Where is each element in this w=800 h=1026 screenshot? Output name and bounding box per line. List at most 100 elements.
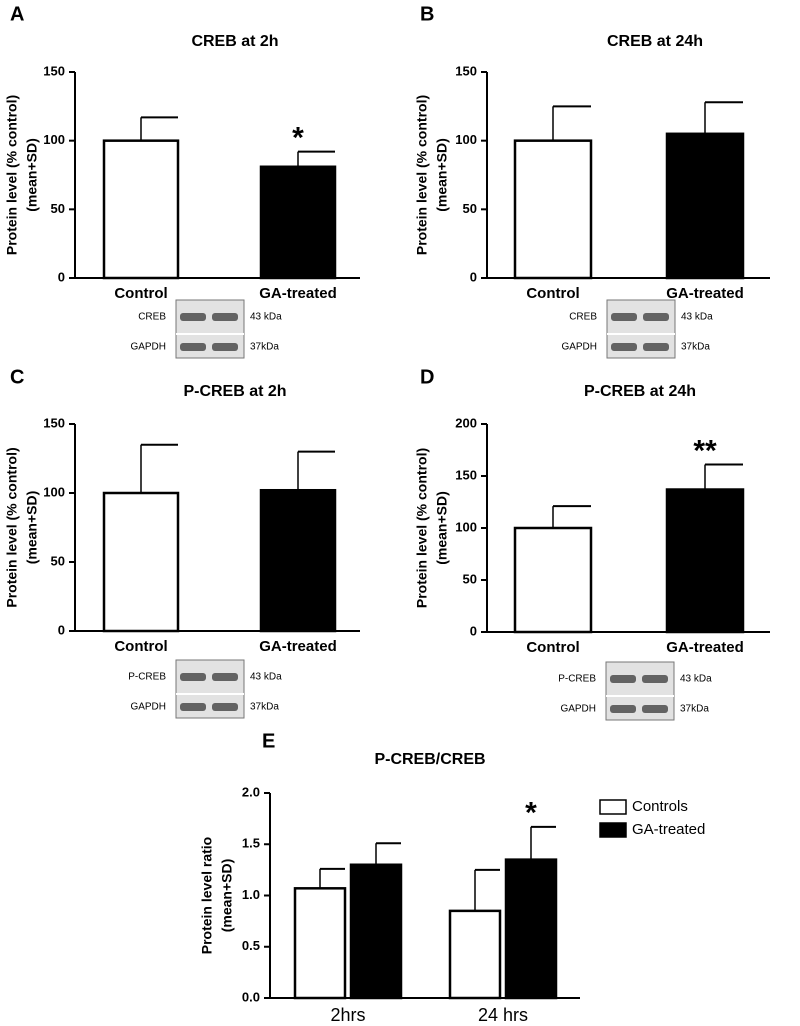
blot-band (611, 343, 637, 351)
legend-swatch (599, 799, 627, 815)
blot-band (180, 313, 206, 321)
blot-band (180, 673, 206, 681)
y-tick-label: 1.5 (242, 836, 260, 851)
y-tick-label: 200 (455, 415, 477, 430)
bar (513, 139, 593, 280)
blot-size: 37kDa (681, 342, 710, 353)
y-tick-label: 50 (51, 553, 65, 568)
blot-protein: GAPDH (130, 342, 166, 353)
blot-band (610, 675, 636, 683)
x-tick-label: 24 hrs (478, 1005, 528, 1025)
significance: * (525, 797, 537, 830)
bar (102, 491, 180, 633)
legend-label: Controls (632, 798, 688, 815)
x-tick-label: Control (526, 285, 579, 302)
blot-size: 37kDa (250, 342, 279, 353)
blot-size: 43 kDa (250, 672, 282, 683)
y-axis-label: (mean+SD) (24, 491, 40, 565)
blot-band (212, 673, 238, 681)
chart-title: CREB at 2h (191, 33, 278, 50)
y-tick-label: 50 (51, 201, 65, 216)
blot-size: 37kDa (250, 702, 279, 713)
blot-size: 37kDa (680, 704, 709, 715)
bar (513, 526, 593, 634)
blot-band (643, 343, 669, 351)
y-tick-label: 50 (463, 201, 477, 216)
y-tick-label: 150 (455, 63, 477, 78)
western-blot (175, 659, 245, 719)
panel-letter: D (420, 366, 434, 388)
blot-protein: GAPDH (560, 704, 596, 715)
bar (665, 132, 745, 280)
significance: ** (693, 434, 717, 467)
blot-size: 43 kDa (680, 674, 712, 685)
y-axis-label: Protein level (% control) (414, 448, 430, 608)
x-tick-label: Control (114, 285, 167, 302)
chart-title: P-CREB at 2h (183, 383, 286, 400)
x-tick-label: GA-treated (259, 285, 337, 302)
y-tick-label: 100 (455, 132, 477, 147)
bar (259, 165, 337, 280)
bar (448, 909, 502, 1000)
y-tick-label: 1.0 (242, 887, 260, 902)
y-tick-label: 50 (463, 571, 477, 586)
y-tick-label: 100 (455, 519, 477, 534)
y-tick-label: 0.0 (242, 989, 260, 1004)
western-blot (605, 661, 675, 721)
y-tick-label: 100 (43, 484, 65, 499)
y-tick-label: 150 (43, 63, 65, 78)
y-axis-label: (mean+SD) (434, 491, 450, 565)
blot-size: 43 kDa (250, 312, 282, 323)
chart-title: CREB at 24h (607, 33, 703, 50)
blot-protein: P-CREB (558, 674, 596, 685)
y-tick-label: 0.5 (242, 938, 260, 953)
bar (102, 139, 180, 280)
y-axis-label: (mean+SD) (219, 859, 235, 933)
y-tick-label: 150 (43, 415, 65, 430)
y-tick-label: 0 (58, 269, 65, 284)
significance: * (292, 122, 304, 155)
chart-title: P-CREB/CREB (374, 751, 485, 768)
y-tick-label: 2.0 (242, 784, 260, 799)
blot-protein: P-CREB (128, 672, 166, 683)
blot-protein: CREB (138, 312, 166, 323)
x-tick-label: GA-treated (259, 638, 337, 655)
blot-band (212, 343, 238, 351)
blot-size: 43 kDa (681, 312, 713, 323)
x-tick-label: Control (526, 639, 579, 656)
bar (259, 488, 337, 633)
legend-swatch (599, 822, 627, 838)
legend-label: GA-treated (632, 821, 705, 838)
western-blot (175, 299, 245, 359)
y-tick-label: 100 (43, 132, 65, 147)
x-tick-label: GA-treated (666, 285, 744, 302)
bar (665, 488, 745, 634)
x-tick-label: GA-treated (666, 639, 744, 656)
y-axis-label: Protein level ratio (199, 837, 215, 954)
blot-band (180, 343, 206, 351)
y-tick-label: 0 (470, 269, 477, 284)
blot-protein: GAPDH (130, 702, 166, 713)
blot-band (610, 705, 636, 713)
panel-letter: A (10, 3, 24, 25)
blot-band (180, 703, 206, 711)
blot-band (642, 705, 668, 713)
bar (349, 863, 403, 1000)
blot-band (642, 675, 668, 683)
blot-protein: CREB (569, 312, 597, 323)
blot-band (643, 313, 669, 321)
blot-protein: GAPDH (561, 342, 597, 353)
panel-letter: E (262, 730, 275, 752)
y-axis-label: (mean+SD) (24, 138, 40, 212)
panel-letter: B (420, 3, 434, 25)
x-tick-label: 2hrs (330, 1005, 365, 1025)
x-tick-label: Control (114, 638, 167, 655)
y-axis-label: (mean+SD) (434, 138, 450, 212)
western-blot (606, 299, 676, 359)
y-tick-label: 0 (470, 623, 477, 638)
y-axis-label: Protein level (% control) (414, 95, 430, 255)
panel-letter: C (10, 366, 24, 388)
bar (504, 858, 558, 1000)
y-tick-label: 0 (58, 622, 65, 637)
